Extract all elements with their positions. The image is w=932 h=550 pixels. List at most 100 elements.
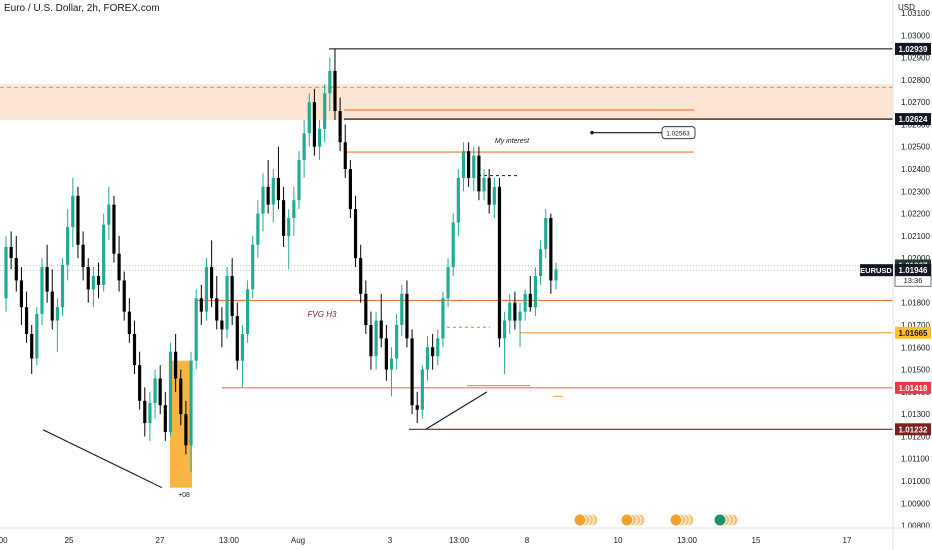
- candle-body: [235, 316, 239, 361]
- candle-body: [60, 264, 65, 308]
- price-tick-label: 1.03000: [901, 31, 930, 40]
- candle-body: [266, 186, 270, 205]
- trend-line: [424, 391, 488, 431]
- candle-body: [210, 267, 214, 299]
- price-tick-label: 1.02400: [901, 165, 930, 174]
- candle-body: [410, 338, 414, 406]
- current-price-top: [895, 264, 931, 277]
- candle-body: [184, 414, 188, 446]
- candle-body: [117, 253, 121, 281]
- candle-body: [395, 325, 399, 359]
- candle-body: [554, 269, 558, 281]
- time-tick-label: 13:00: [449, 536, 470, 545]
- candle-body: [518, 311, 522, 321]
- time-tick-label: 17: [843, 536, 852, 545]
- candle-body: [523, 293, 527, 312]
- candle-body: [50, 291, 54, 321]
- candle-body: [431, 347, 435, 357]
- candle-body: [163, 405, 167, 432]
- candle-body: [153, 378, 157, 403]
- symbol-tag: EURUSD: [860, 266, 892, 275]
- candle-body: [81, 244, 85, 268]
- price-level-label-bg: [895, 381, 931, 394]
- candle-body: [148, 403, 152, 424]
- price-tick-label: 1.01100: [901, 455, 930, 464]
- price-tick-label: 1.01600: [901, 343, 930, 352]
- candle-body: [302, 133, 306, 161]
- candle-body: [415, 405, 419, 410]
- candle-body: [287, 218, 291, 236]
- interest-price-label: 1.02563: [666, 131, 690, 138]
- time-tick-label: 25: [65, 536, 74, 545]
- price-tick-label: 1.00900: [901, 499, 930, 508]
- candle-body: [240, 333, 245, 361]
- candle-body: [451, 222, 455, 268]
- candle-body: [158, 378, 162, 406]
- symbol-tag-bg: [860, 264, 893, 277]
- price-tick-label: 1.03100: [901, 9, 930, 18]
- time-tick-label: 8: [525, 536, 530, 545]
- candle-body: [338, 111, 342, 143]
- price-tick-label: 1.02000: [901, 254, 930, 263]
- candle-body: [168, 351, 173, 432]
- price-tick-label: 1.02300: [901, 187, 930, 196]
- event-bubble: [620, 513, 634, 527]
- candle-body: [497, 186, 502, 339]
- candle-body: [492, 186, 496, 205]
- candle-body: [533, 275, 538, 308]
- price-level-label-bg: [895, 326, 931, 339]
- event-icons: [573, 513, 739, 527]
- time-tick-label: 10: [614, 536, 623, 545]
- candle-body: [66, 226, 70, 265]
- candle-body: [425, 347, 430, 370]
- candle-body: [220, 320, 224, 330]
- economic-event-icon[interactable]: [573, 513, 599, 527]
- candle-body: [487, 177, 491, 205]
- event-bubble: [669, 513, 683, 527]
- candle-body: [477, 155, 481, 192]
- candle-body: [245, 289, 250, 334]
- candle-body: [230, 275, 234, 317]
- price-level-label-bg: [895, 113, 931, 126]
- candle-body: [379, 320, 383, 339]
- candle-body: [40, 267, 44, 314]
- economic-event-icon[interactable]: [669, 513, 695, 527]
- interest-price-box: [661, 126, 696, 140]
- candle-body: [71, 195, 75, 227]
- candle-body: [112, 204, 116, 254]
- candle-body: [467, 151, 471, 178]
- candle-body: [45, 267, 49, 292]
- candle-body: [4, 247, 8, 299]
- candle-body: [405, 293, 409, 339]
- supply-zone: [0, 84, 893, 120]
- currency-label: USD: [898, 3, 915, 12]
- candle-body: [333, 70, 337, 112]
- economic-event-icon[interactable]: [620, 513, 646, 527]
- chart-title: Euro / U.S. Dollar, 2h, FOREX.com: [4, 3, 160, 14]
- price-tick-label: 1.01300: [901, 410, 930, 419]
- candle-body: [122, 280, 126, 312]
- candle-body: [343, 142, 347, 169]
- candle-body: [461, 151, 466, 178]
- price-level-label: 1.02939: [899, 45, 928, 54]
- candle-body: [374, 320, 378, 357]
- price-level-label: 1.01418: [899, 384, 928, 393]
- candle-body: [9, 247, 13, 259]
- candle-body: [199, 298, 203, 312]
- candle-body: [348, 169, 352, 210]
- candle-body: [503, 320, 507, 339]
- supply-zone-layer: [0, 84, 893, 120]
- candle-body: [174, 351, 178, 379]
- candle-body: [86, 267, 90, 290]
- candle-body: [179, 378, 183, 415]
- my-interest-text: My interest: [495, 138, 530, 145]
- candle-body: [55, 307, 59, 321]
- candle-body: [307, 102, 311, 134]
- economic-event-icon[interactable]: [713, 513, 739, 527]
- candle-body: [194, 298, 198, 361]
- candle-body: [276, 177, 281, 201]
- candle-body: [389, 358, 394, 370]
- drawing-layer: +08 My interest FVG H3 1.02563: [0, 48, 893, 499]
- event-bubble: [573, 513, 587, 527]
